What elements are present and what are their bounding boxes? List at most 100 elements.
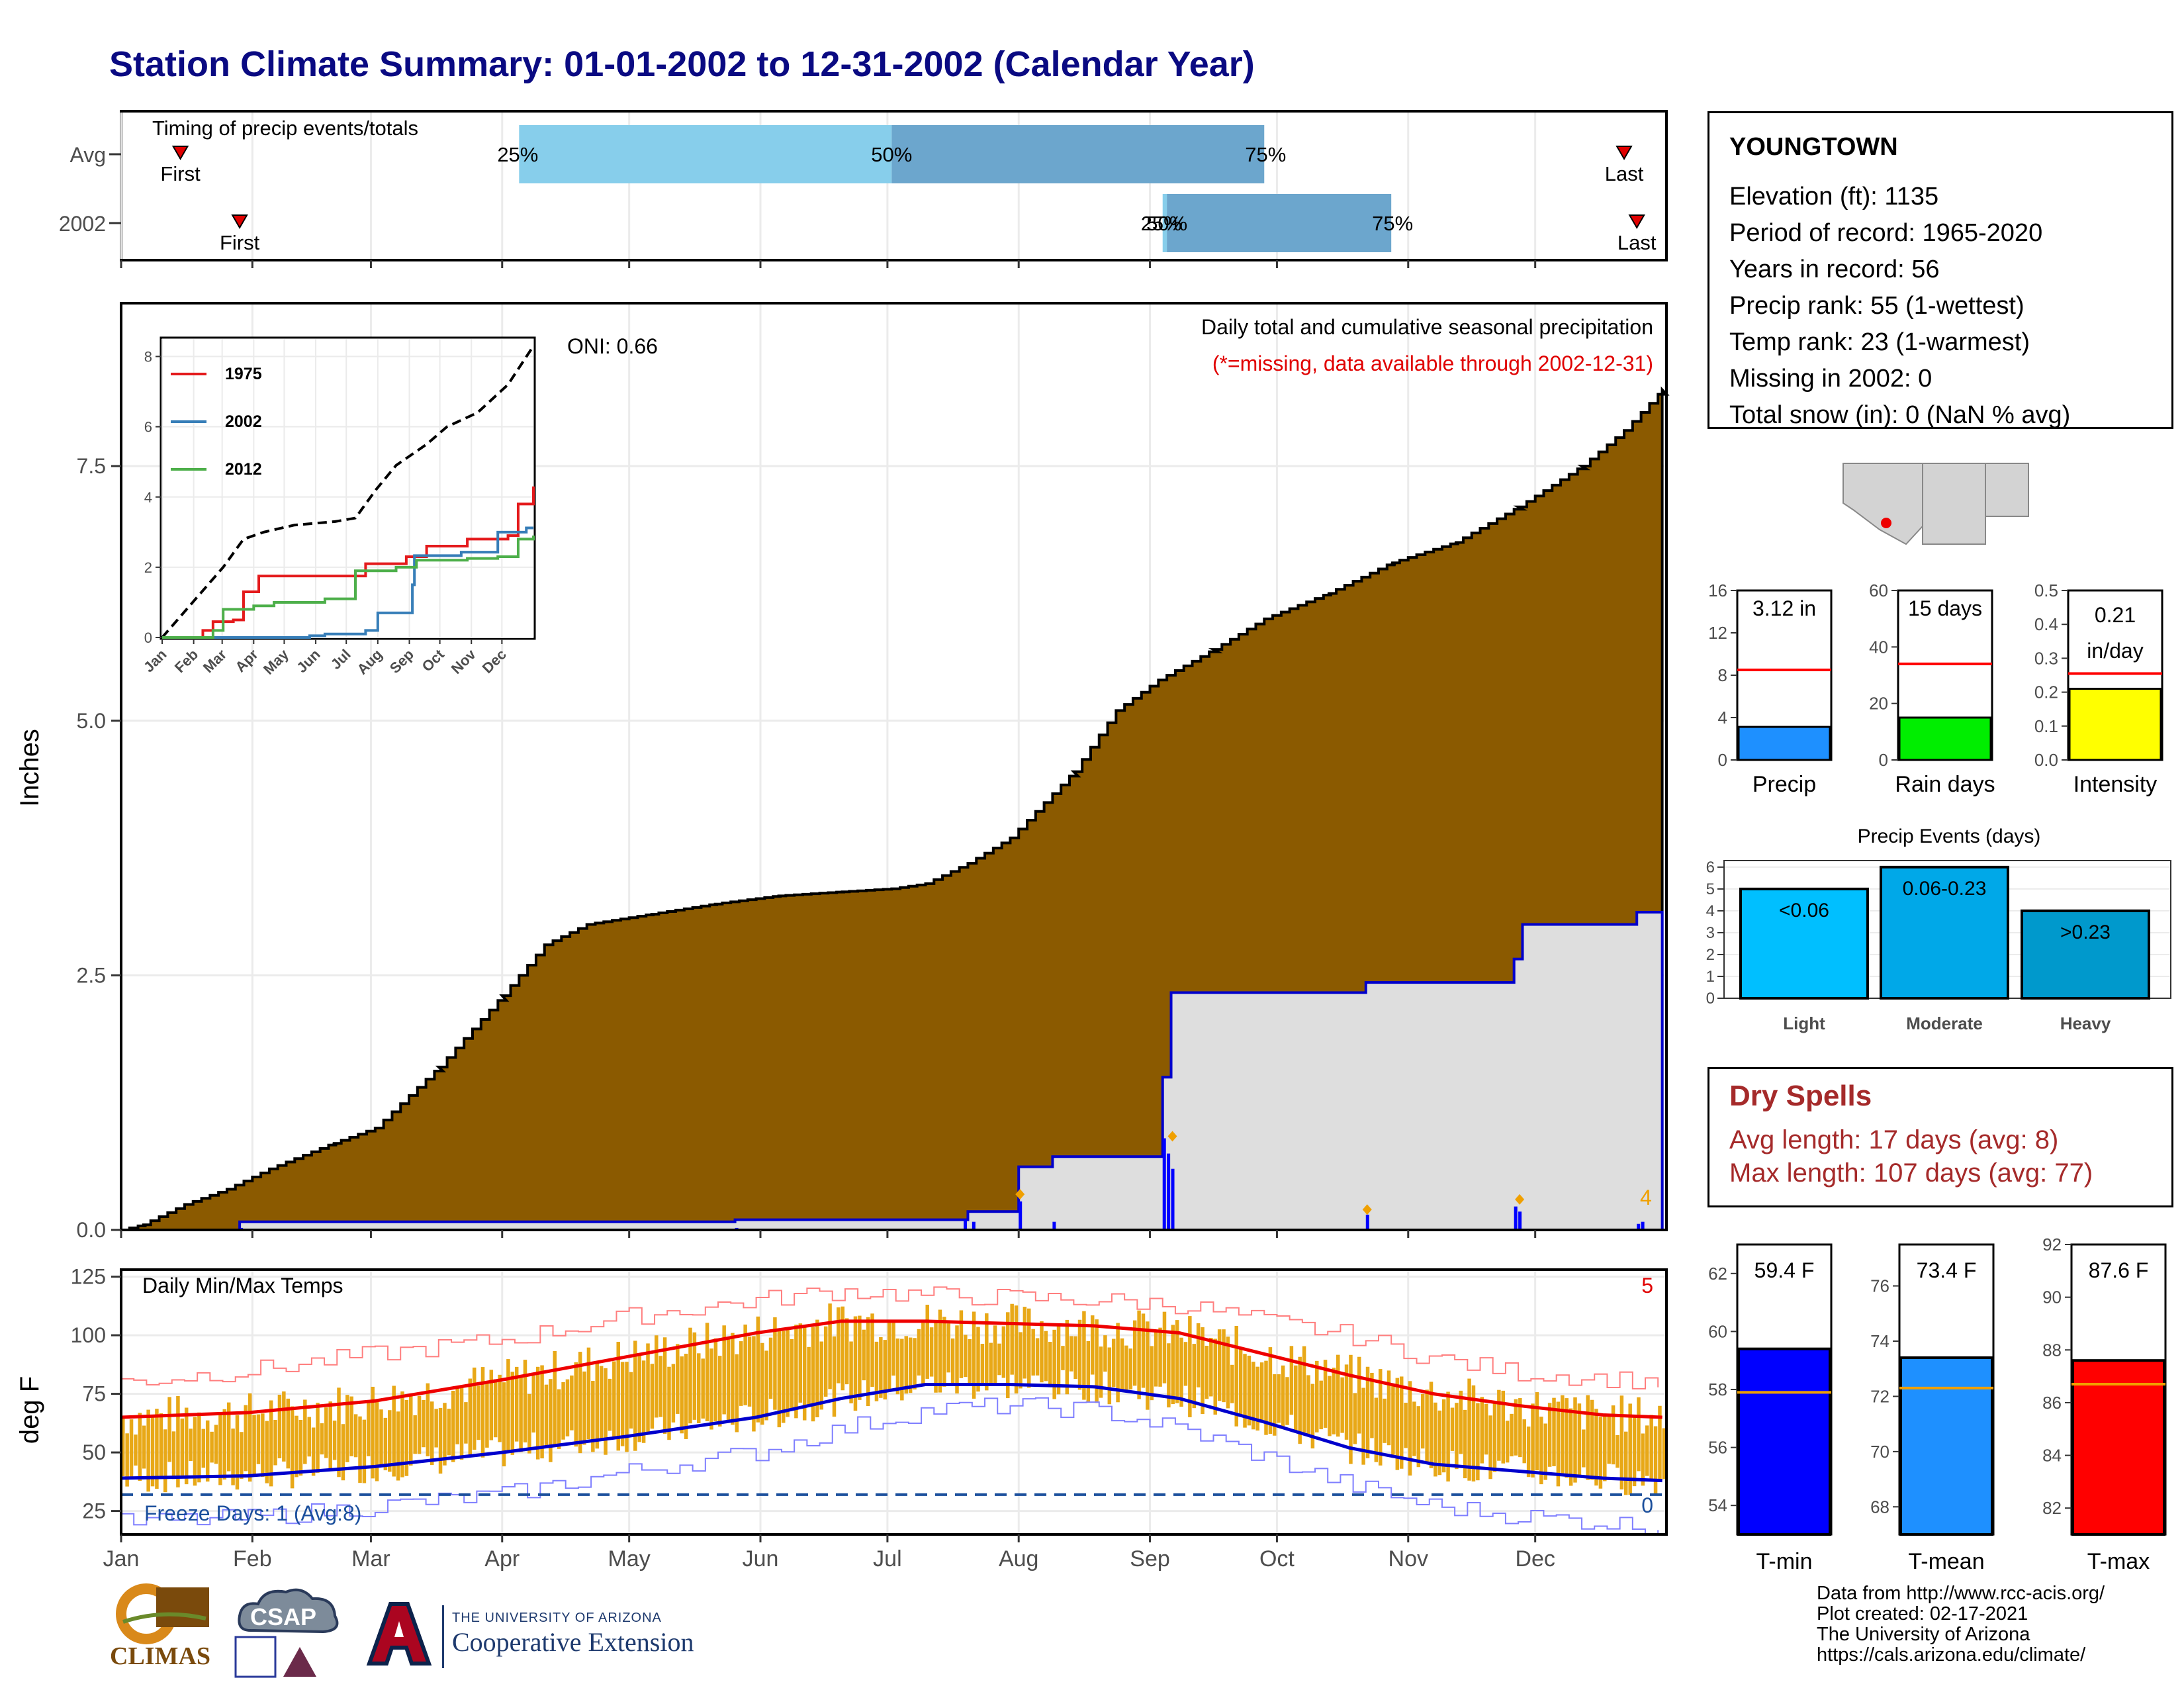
temp-daily-bar	[853, 1316, 858, 1411]
temp-daily-bar	[938, 1309, 942, 1393]
temp-daily-bar	[404, 1399, 409, 1476]
temp-daily-bar	[1146, 1321, 1150, 1410]
temp-daily-bar	[828, 1303, 832, 1389]
temp-daily-bar	[1162, 1311, 1167, 1384]
mini-bar-y-tick-label: 16	[1708, 581, 1727, 600]
temp-daily-bar	[1137, 1310, 1141, 1399]
temp-daily-bar	[1353, 1393, 1357, 1444]
temp-daily-bar	[1332, 1368, 1336, 1434]
temp-daily-bar	[498, 1374, 502, 1442]
temp-daily-bar	[273, 1420, 277, 1466]
events-y-tick-label: 4	[1706, 902, 1715, 920]
temp-daily-bar	[171, 1431, 176, 1479]
timing-last-label: Last	[1617, 231, 1657, 254]
map-state-tx	[1985, 463, 2029, 517]
temp-daily-bar	[709, 1348, 713, 1430]
temp-daily-bar	[375, 1401, 379, 1481]
temp-daily-bar	[599, 1366, 604, 1440]
temp-daily-bar	[786, 1329, 790, 1417]
temp-daily-bar	[849, 1341, 853, 1403]
temp-daily-bar	[713, 1338, 718, 1422]
temp-daily-bar	[214, 1425, 218, 1464]
temp-daily-bar	[1416, 1406, 1421, 1468]
csap-grid-icon	[234, 1636, 277, 1678]
temp-daily-bar	[815, 1319, 819, 1418]
temp-daily-bar	[1658, 1405, 1662, 1481]
credits: Data from http://www.rcc-acis.org/ Plot …	[1817, 1583, 2105, 1666]
temp-daily-bar	[523, 1360, 527, 1442]
temp-daily-bar	[205, 1420, 210, 1482]
inset-y-tick-label: 0	[144, 630, 152, 646]
temp-daily-bar	[1273, 1374, 1277, 1436]
temp-daily-bar	[240, 1432, 244, 1479]
temp-daily-bar	[1637, 1397, 1641, 1472]
temp-daily-bar	[146, 1409, 150, 1492]
temp-summary-y-tick-label: 54	[1708, 1495, 1727, 1515]
temp-daily-bar	[1561, 1395, 1565, 1475]
temp-daily-bar	[1056, 1324, 1061, 1395]
mini-bar-y-tick-label: 60	[1869, 581, 1888, 600]
temp-daily-bar	[1213, 1338, 1217, 1415]
temp-daily-bar	[201, 1429, 206, 1468]
temp-daily-bar	[993, 1325, 997, 1383]
temp-daily-bar	[811, 1327, 815, 1422]
temp-summary-y-tick-label: 82	[2042, 1498, 2062, 1518]
temp-daily-bar	[1450, 1407, 1455, 1451]
temp-daily-bar	[946, 1323, 950, 1373]
temp-daily-bar	[535, 1366, 540, 1460]
climas-logo	[116, 1583, 209, 1644]
temp-daily-bar	[544, 1384, 549, 1446]
temp-daily-bar	[1044, 1331, 1048, 1382]
temp-y-tick-label: 125	[71, 1265, 106, 1289]
daily-precip-bar	[1052, 1221, 1056, 1230]
temp-daily-bar	[929, 1327, 934, 1377]
temp-daily-bar	[345, 1395, 349, 1462]
ua-logo-small-text: THE UNIVERSITY OF ARIZONA	[452, 1611, 662, 1625]
timing-q75-label: 75%	[1245, 143, 1286, 166]
temp-daily-bar	[913, 1338, 917, 1389]
temp-daily-bar	[1480, 1397, 1484, 1464]
temp-daily-bar	[1641, 1433, 1645, 1486]
temp-daily-bar	[1077, 1319, 1082, 1390]
temp-daily-bar	[1387, 1370, 1391, 1446]
temp-daily-bar	[409, 1396, 413, 1466]
temp-daily-bar	[747, 1337, 752, 1407]
temp-daily-bar	[362, 1419, 367, 1483]
temp-daily-bar	[371, 1386, 375, 1479]
precip-y-tick-label: 0.0	[77, 1218, 106, 1242]
missing-note: (*=missing, data available through 2002-…	[1212, 352, 1653, 375]
daily-precip-bar	[972, 1221, 976, 1230]
inset-line-2002	[162, 526, 533, 639]
temp-daily-bar	[1484, 1403, 1488, 1455]
temp-daily-bar	[451, 1390, 455, 1462]
timing-bar-q50-q75	[1167, 194, 1392, 252]
temp-daily-bar	[844, 1318, 849, 1385]
temp-daily-bar	[858, 1315, 862, 1400]
temp-daily-bar	[650, 1364, 655, 1429]
temp-daily-bar	[794, 1325, 798, 1419]
temp-daily-bar	[1010, 1303, 1014, 1375]
temp-daily-bar	[1192, 1344, 1197, 1409]
temp-daily-bar	[1378, 1369, 1383, 1466]
temp-daily-bar	[1488, 1415, 1492, 1479]
daily-precip-bar	[964, 1219, 968, 1230]
daily-precip-bar	[1641, 1221, 1645, 1230]
temp-daily-bar	[1556, 1401, 1561, 1487]
temp-daily-bar	[841, 1306, 845, 1391]
temp-daily-bar	[557, 1389, 561, 1449]
temp-daily-bar	[1027, 1308, 1031, 1388]
temp-summary-y-tick-label: 86	[2042, 1393, 2062, 1413]
daily-precip-bars	[240, 1138, 1645, 1230]
temp-daily-bar	[1141, 1313, 1146, 1388]
mini-bar-value-label: in/day	[2087, 639, 2143, 663]
temp-daily-bar	[1645, 1425, 1649, 1476]
timing-q75-label: 75%	[1372, 212, 1413, 235]
temp-daily-bar	[1594, 1409, 1598, 1486]
timing-q25-label: 25%	[1141, 212, 1182, 235]
temp-summary-value-label: 73.4 F	[1917, 1258, 1977, 1282]
temp-daily-bar	[180, 1418, 185, 1476]
temp-daily-bar	[1615, 1434, 1619, 1468]
temp-summary-y-tick-label: 62	[1708, 1264, 1727, 1284]
temp-summary-value-label: 59.4 F	[1754, 1258, 1815, 1282]
temp-y-tick-label: 75	[82, 1382, 106, 1406]
